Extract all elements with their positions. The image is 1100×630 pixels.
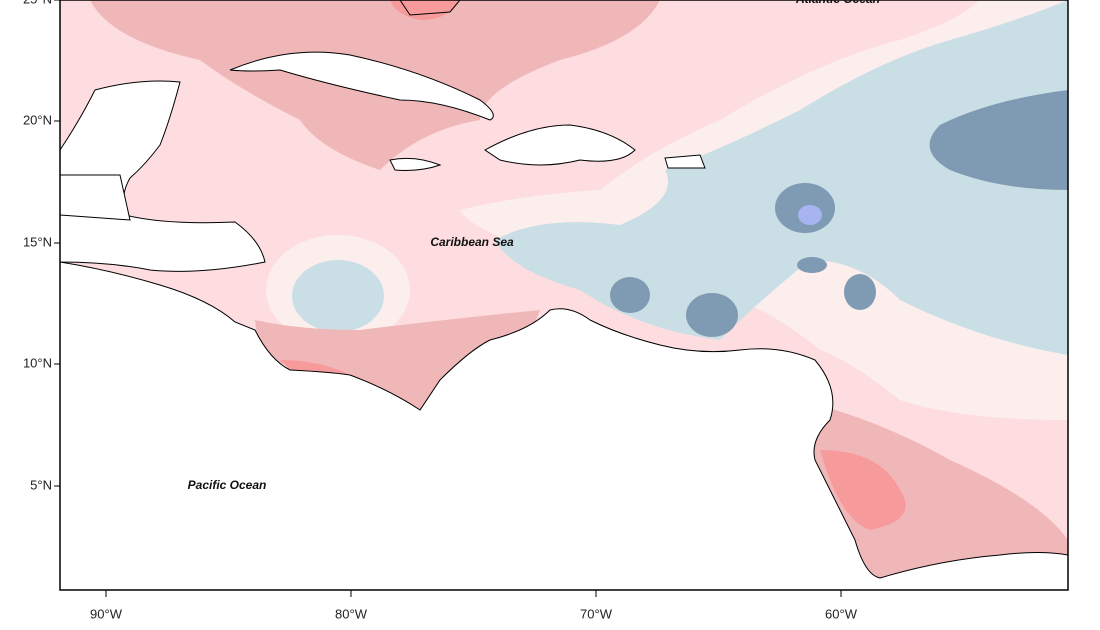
y-tick-label: 15°N xyxy=(23,234,52,249)
contour xyxy=(844,274,876,310)
contour xyxy=(929,90,1068,190)
contour xyxy=(820,450,906,530)
contour xyxy=(800,400,1068,590)
region-label: Caribbean Sea xyxy=(430,235,514,249)
x-tick-label: 90°W xyxy=(90,606,123,621)
contour xyxy=(255,310,540,410)
frame xyxy=(59,0,1069,591)
land xyxy=(399,0,461,16)
land xyxy=(60,261,1068,590)
contour xyxy=(495,0,1068,355)
contour xyxy=(686,293,738,337)
x-tick-label: 70°W xyxy=(580,606,613,621)
contour xyxy=(292,260,384,332)
y-tick-label: 20°N xyxy=(23,112,52,127)
land xyxy=(60,174,131,221)
contour xyxy=(610,277,650,313)
region-label: Atlantic Ocean xyxy=(795,0,880,6)
region-label: Pacific Ocean xyxy=(188,478,267,492)
island xyxy=(229,51,494,121)
map-area xyxy=(60,0,1068,590)
contour xyxy=(797,257,827,273)
island xyxy=(664,154,706,169)
contour xyxy=(798,205,822,225)
x-tick-label: 80°W xyxy=(335,606,368,621)
labels: 25°N 20°N 15°N 10°N 5°N 90°W 80°W 70°W 60°W Atlan… xyxy=(23,0,880,621)
y-tick-label: 10°N xyxy=(23,355,52,370)
island xyxy=(484,124,636,166)
x-tick-label: 60°W xyxy=(825,606,858,621)
island xyxy=(389,157,442,171)
y-tick-label: 25°N xyxy=(23,0,52,6)
y-tick-label: 5°N xyxy=(30,477,52,492)
